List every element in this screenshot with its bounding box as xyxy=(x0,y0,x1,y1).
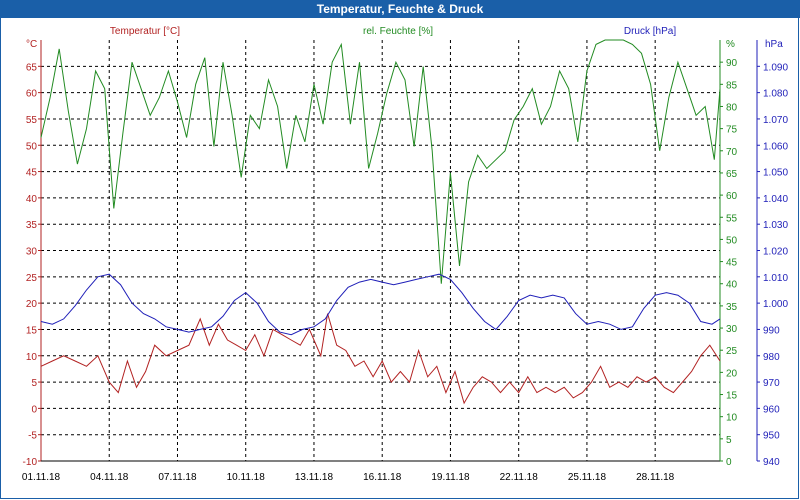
pressure-axis-ticks: 1.090 1.080 1.070 1.060 1.050 1.040 1.030 1.020… xyxy=(757,62,788,468)
date-tick-label: 01.11.18 xyxy=(22,472,61,483)
humidity-tick-label: 75 xyxy=(726,125,738,136)
humidity-series-line xyxy=(40,39,721,284)
pressure-series-line xyxy=(40,273,721,336)
humidity-tick-label: 65 xyxy=(726,169,738,180)
temperature-tick-label: 10 xyxy=(26,352,38,363)
temperature-tick-label: 65 xyxy=(26,62,38,73)
temperature-tick-label: 5 xyxy=(31,378,37,389)
date-tick-label: 10.11.18 xyxy=(227,472,266,483)
humidity-tick-label: 10 xyxy=(726,413,738,424)
pressure-tick-label: 1.060 xyxy=(763,141,788,152)
pressure-series-label: Druck [hPa] xyxy=(624,26,676,37)
temperature-tick-label: -10 xyxy=(23,457,38,468)
pressure-unit-label: hPa xyxy=(765,39,783,50)
date-tick-label: 22.11.18 xyxy=(500,472,539,483)
humidity-unit-label: % xyxy=(726,39,735,50)
humidity-tick-label: 45 xyxy=(726,258,738,269)
temperature-tick-label: 60 xyxy=(26,89,38,100)
temperature-tick-label: 40 xyxy=(26,194,38,205)
date-tick-label: 04.11.18 xyxy=(90,472,129,483)
temperature-tick-label: 55 xyxy=(26,115,38,126)
humidity-tick-label: 0 xyxy=(726,457,732,468)
pressure-tick-label: 1.030 xyxy=(763,220,788,231)
pressure-tick-label: 1.010 xyxy=(763,273,788,284)
date-tick-label: 13.11.18 xyxy=(295,472,334,483)
humidity-series-label: rel. Feuchte [%] xyxy=(363,26,433,37)
series-layer xyxy=(40,39,721,405)
chart-frame xyxy=(0,18,799,499)
pressure-tick-label: 1.080 xyxy=(763,89,788,100)
pressure-tick-label: 960 xyxy=(763,404,780,415)
temperature-tick-label: 30 xyxy=(26,247,38,258)
humidity-tick-label: 25 xyxy=(726,346,738,357)
humidity-tick-label: 85 xyxy=(726,80,738,91)
pressure-tick-label: 1.040 xyxy=(763,194,788,205)
humidity-tick-label: 35 xyxy=(726,302,738,313)
pressure-tick-label: 1.000 xyxy=(763,299,788,310)
humidity-tick-label: 20 xyxy=(726,368,738,379)
humidity-tick-label: 90 xyxy=(726,58,738,69)
humidity-tick-label: 40 xyxy=(726,280,738,291)
temperature-unit-label: °C xyxy=(26,39,37,50)
temperature-tick-label: 35 xyxy=(26,220,38,231)
temperature-series-label: Temperatur [°C] xyxy=(110,26,180,37)
humidity-tick-label: 70 xyxy=(726,147,738,158)
date-tick-label: 19.11.18 xyxy=(431,472,470,483)
temperature-tick-label: 0 xyxy=(31,404,37,415)
temperature-tick-label: 25 xyxy=(26,273,38,284)
humidity-tick-label: 30 xyxy=(726,324,738,335)
date-tick-label: 07.11.18 xyxy=(158,472,197,483)
humidity-tick-label: 80 xyxy=(726,102,738,113)
humidity-tick-label: 5 xyxy=(726,435,732,446)
temperature-tick-label: 45 xyxy=(26,168,38,179)
temperature-tick-label: 20 xyxy=(26,299,38,310)
pressure-tick-label: 1.090 xyxy=(763,62,788,73)
pressure-tick-label: 1.050 xyxy=(763,168,788,179)
window-title: Temperatur, Feuchte & Druck xyxy=(0,0,800,18)
date-tick-label: 16.11.18 xyxy=(363,472,402,483)
pressure-tick-label: 1.070 xyxy=(763,115,788,126)
humidity-tick-label: 50 xyxy=(726,235,738,246)
grid-lines xyxy=(41,40,720,462)
date-tick-label: 28.11.18 xyxy=(636,472,675,483)
humidity-tick-label: 15 xyxy=(726,391,738,402)
date-axis-ticks: 01.11.18 04.11.18 07.11.18 10.11.18 13.11.18… xyxy=(22,472,675,483)
temperature-tick-label: 50 xyxy=(26,141,38,152)
humidity-tick-label: 55 xyxy=(726,213,738,224)
pressure-tick-label: 980 xyxy=(763,352,780,363)
pressure-tick-label: 1.020 xyxy=(763,247,788,258)
pressure-tick-label: 940 xyxy=(763,457,780,468)
humidity-tick-label: 60 xyxy=(726,191,738,202)
temperature-series-line xyxy=(40,313,721,405)
pressure-tick-label: 990 xyxy=(763,325,780,336)
pressure-tick-label: 950 xyxy=(763,431,780,442)
temperature-tick-label: 15 xyxy=(26,325,38,336)
pressure-tick-label: 970 xyxy=(763,378,780,389)
date-tick-label: 25.11.18 xyxy=(568,472,607,483)
temperature-tick-label: -5 xyxy=(28,431,37,442)
